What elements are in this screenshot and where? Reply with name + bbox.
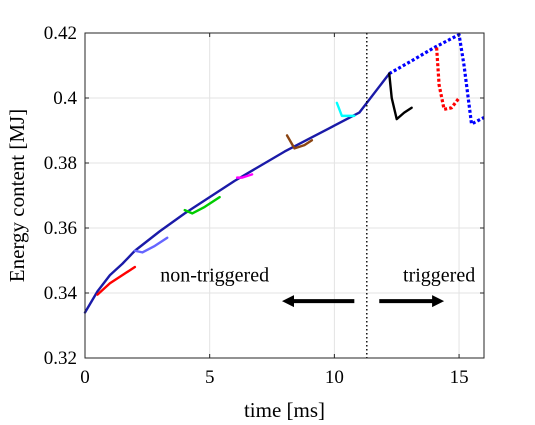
y-tick-label: 0.38 [44,153,77,174]
y-tick-label: 0.36 [44,218,77,239]
series-line-4 [183,195,221,215]
annotation-arrow-head-0 [282,295,295,308]
series-line-3 [133,236,169,254]
series-line-5 [235,173,254,179]
y-tick-label: 0.34 [44,283,78,304]
series-line-2 [96,265,137,296]
y-tick-label: 0.32 [44,348,77,369]
series-line-6 [285,134,314,150]
x-tick-label: 0 [80,367,90,388]
y-tick-label: 0.42 [44,23,77,44]
plot-frame [84,32,485,359]
x-tick-label: 5 [205,367,215,388]
grid-lines [84,32,484,359]
series-line-0 [83,72,391,314]
tick-labels: 0 5 10 15 0.32 0.34 0.36 0.38 0.4 0.42 [44,23,469,388]
x-tick-label: 15 [450,367,469,388]
series-line-7 [335,101,356,118]
y-axis-label: Energy content [MJ] [5,109,29,282]
y-tick-label: 0.4 [53,88,77,109]
x-tick-label: 10 [325,367,344,388]
series-line-9 [435,47,461,111]
axes [84,32,485,359]
annotation-label-1: triggered [403,265,475,287]
annotations: non-triggered triggered [160,265,475,308]
annotation-label-0: non-triggered [160,265,269,287]
annotation-arrow-head-1 [432,295,445,308]
x-axis-label: time [ms] [244,398,325,422]
series-line-8 [388,72,413,121]
